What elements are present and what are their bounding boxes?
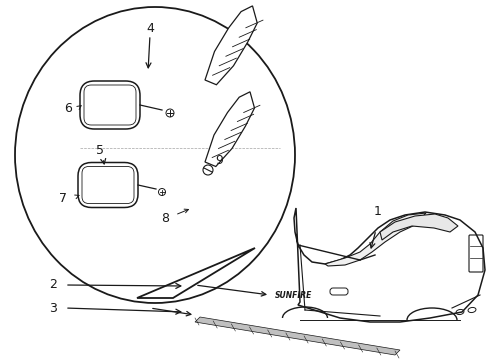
Polygon shape — [325, 213, 425, 266]
Text: 6: 6 — [64, 102, 72, 114]
Circle shape — [165, 109, 174, 117]
Text: 4: 4 — [146, 22, 154, 35]
Polygon shape — [293, 208, 484, 322]
Circle shape — [203, 165, 213, 175]
FancyBboxPatch shape — [80, 81, 140, 129]
Text: 5: 5 — [96, 144, 104, 157]
Polygon shape — [204, 92, 254, 166]
Text: 1: 1 — [373, 205, 381, 218]
Circle shape — [158, 189, 165, 195]
Text: SUNFIRE: SUNFIRE — [274, 291, 312, 300]
Text: 7: 7 — [59, 192, 67, 204]
FancyBboxPatch shape — [329, 288, 347, 295]
Text: 9: 9 — [215, 153, 223, 166]
Text: 8: 8 — [161, 212, 169, 225]
Polygon shape — [204, 6, 257, 85]
Polygon shape — [195, 317, 399, 355]
Polygon shape — [137, 248, 254, 298]
Text: 3: 3 — [49, 302, 57, 315]
Ellipse shape — [15, 7, 294, 303]
FancyBboxPatch shape — [78, 162, 138, 207]
Text: 2: 2 — [49, 279, 57, 292]
Polygon shape — [379, 214, 457, 240]
